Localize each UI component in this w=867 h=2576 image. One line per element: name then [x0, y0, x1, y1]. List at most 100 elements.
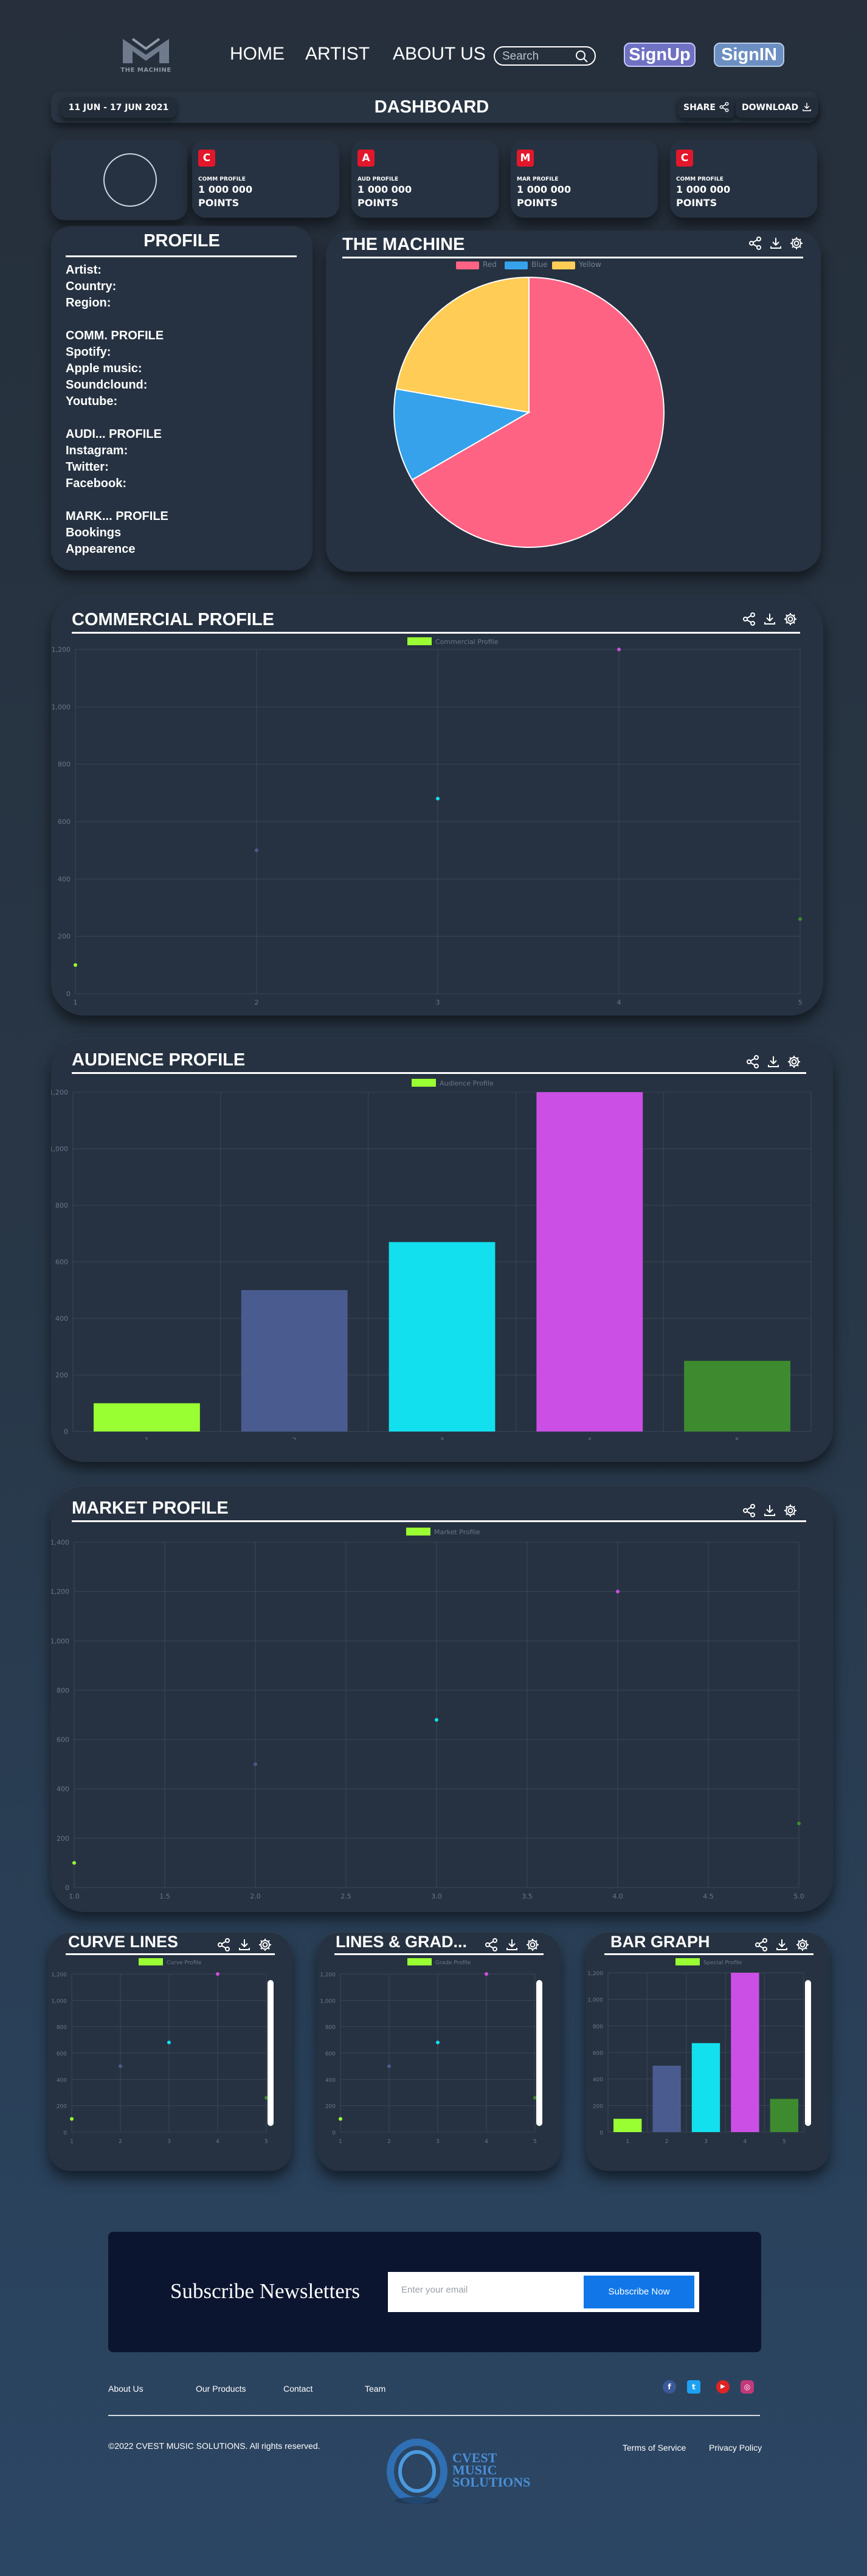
search-box[interactable]	[494, 46, 596, 66]
curve-toolbar	[216, 1937, 272, 1952]
y-tick-label: 600	[57, 1736, 69, 1744]
y-tick-label: 1,000	[51, 1998, 67, 2004]
stat-value: 1 000 000	[358, 184, 412, 195]
avatar[interactable]	[103, 153, 157, 207]
date-range-picker[interactable]: 11 JUN - 17 JUN 2021	[61, 97, 176, 118]
profile-field-country: Country:	[66, 280, 117, 293]
data-point-3[interactable]	[167, 2040, 171, 2045]
data-point-4[interactable]	[216, 1972, 219, 1976]
instagram-icon[interactable]: ◎	[741, 2380, 754, 2394]
y-tick-label: 1,200	[51, 1588, 69, 1596]
settings-icon[interactable]	[525, 1937, 540, 1952]
pie-slice-blue[interactable]	[393, 388, 531, 481]
y-tick-label: 0	[332, 2130, 336, 2136]
settings-icon[interactable]	[789, 236, 804, 251]
data-point-1[interactable]	[70, 2117, 74, 2121]
search-icon[interactable]	[575, 50, 589, 63]
data-point-3[interactable]	[436, 797, 440, 801]
footer-link-team[interactable]: Team	[365, 2384, 386, 2394]
bar-4[interactable]	[731, 1973, 759, 2132]
machine-title: THE MACHINE	[342, 235, 465, 254]
footer-link-products[interactable]: Our Products	[196, 2384, 246, 2394]
data-point-1[interactable]	[74, 963, 77, 967]
share-icon[interactable]	[484, 1937, 499, 1952]
data-point-2[interactable]	[255, 848, 258, 853]
signin-button[interactable]: SignIN	[714, 43, 784, 67]
settings-icon[interactable]	[783, 612, 798, 626]
download-icon[interactable]	[769, 236, 783, 251]
bar-1[interactable]	[613, 2119, 642, 2132]
legend-label: Special Profile	[703, 1960, 742, 1966]
bar-3[interactable]	[691, 2043, 720, 2132]
stat-card-market[interactable]: M MAR PROFILE 1 000 000 POINTS	[511, 141, 658, 218]
bar-5[interactable]	[684, 1360, 791, 1432]
download-button[interactable]: DOWNLOAD	[736, 97, 818, 118]
bar-1[interactable]	[93, 1403, 200, 1432]
bar-2[interactable]	[652, 2065, 681, 2132]
data-point-2[interactable]	[387, 2064, 391, 2068]
settings-icon[interactable]	[258, 1937, 272, 1952]
footer-link-contact[interactable]: Contact	[283, 2384, 313, 2394]
data-point-5[interactable]	[533, 2096, 537, 2100]
settings-icon[interactable]	[795, 1937, 810, 1952]
search-input[interactable]	[501, 49, 576, 64]
bar-5[interactable]	[770, 2099, 798, 2132]
download-icon[interactable]	[762, 1503, 777, 1518]
share-icon[interactable]	[745, 1054, 760, 1069]
privacy-link[interactable]: Privacy Policy	[709, 2443, 762, 2453]
terms-link[interactable]: Terms of Service	[623, 2443, 686, 2453]
bar-4[interactable]	[536, 1092, 643, 1432]
stat-card-audience[interactable]: A AUD PROFILE 1 000 000 POINTS	[351, 141, 499, 218]
data-point-4[interactable]	[485, 1972, 488, 1976]
stat-card-commercial-2[interactable]: C COMM PROFILE 1 000 000 POINTS	[670, 141, 817, 218]
pie-slice-yellow[interactable]	[395, 276, 530, 414]
nav-home[interactable]: HOME	[230, 44, 285, 64]
nav-about-us[interactable]: ABOUT US	[393, 44, 486, 64]
data-point-2[interactable]	[119, 2064, 122, 2068]
twitter-icon[interactable]: t	[687, 2380, 700, 2394]
y-tick-label: 600	[593, 2051, 603, 2057]
data-point-3[interactable]	[436, 2040, 440, 2045]
facebook-icon[interactable]: f	[663, 2380, 676, 2394]
y-tick-label: 1,200	[51, 1972, 67, 1978]
stat-points: POINTS	[676, 197, 717, 209]
stat-card-commercial[interactable]: C COMM PROFILE 1 000 000 POINTS	[192, 141, 339, 218]
download-icon[interactable]	[775, 1937, 789, 1952]
subscribe-button[interactable]: Subscribe Now	[584, 2276, 694, 2308]
data-point-5[interactable]	[798, 917, 802, 921]
nav-artist[interactable]: ARTIST	[305, 44, 370, 64]
scrollbar[interactable]	[536, 1980, 542, 2126]
youtube-icon[interactable]: ▶	[716, 2380, 730, 2394]
data-point-5[interactable]	[797, 1821, 801, 1826]
y-tick-label: 1,000	[320, 1998, 336, 2004]
bar-3[interactable]	[389, 1242, 496, 1432]
download-icon[interactable]	[237, 1937, 252, 1952]
footer-link-about[interactable]: About Us	[108, 2384, 143, 2394]
data-point-4[interactable]	[617, 648, 621, 651]
share-icon[interactable]	[216, 1937, 231, 1952]
download-icon[interactable]	[766, 1054, 781, 1069]
commercial-title: COMMERCIAL PROFILE	[72, 610, 274, 629]
share-icon[interactable]	[742, 1503, 756, 1518]
data-point-1[interactable]	[339, 2117, 342, 2121]
email-input[interactable]	[400, 2280, 573, 2299]
settings-icon[interactable]	[783, 1503, 798, 1518]
data-point-2[interactable]	[254, 1762, 257, 1767]
share-icon[interactable]	[754, 1937, 769, 1952]
logo[interactable]: THE MACHINE	[116, 35, 176, 75]
data-point-3[interactable]	[435, 1718, 438, 1722]
download-icon[interactable]	[762, 612, 777, 626]
download-icon[interactable]	[505, 1937, 519, 1952]
scrollbar[interactable]	[268, 1980, 274, 2126]
data-point-5[interactable]	[264, 2096, 268, 2100]
data-point-1[interactable]	[72, 1861, 76, 1865]
share-icon[interactable]	[742, 612, 756, 626]
settings-icon[interactable]	[787, 1054, 801, 1069]
pie-slice-red[interactable]	[411, 276, 665, 548]
scrollbar[interactable]	[805, 1980, 811, 2126]
signup-button[interactable]: SignUp	[624, 43, 696, 67]
share-button[interactable]: SHARE	[677, 97, 736, 118]
data-point-4[interactable]	[616, 1590, 620, 1594]
bar-2[interactable]	[241, 1290, 348, 1432]
share-icon[interactable]	[748, 236, 762, 251]
